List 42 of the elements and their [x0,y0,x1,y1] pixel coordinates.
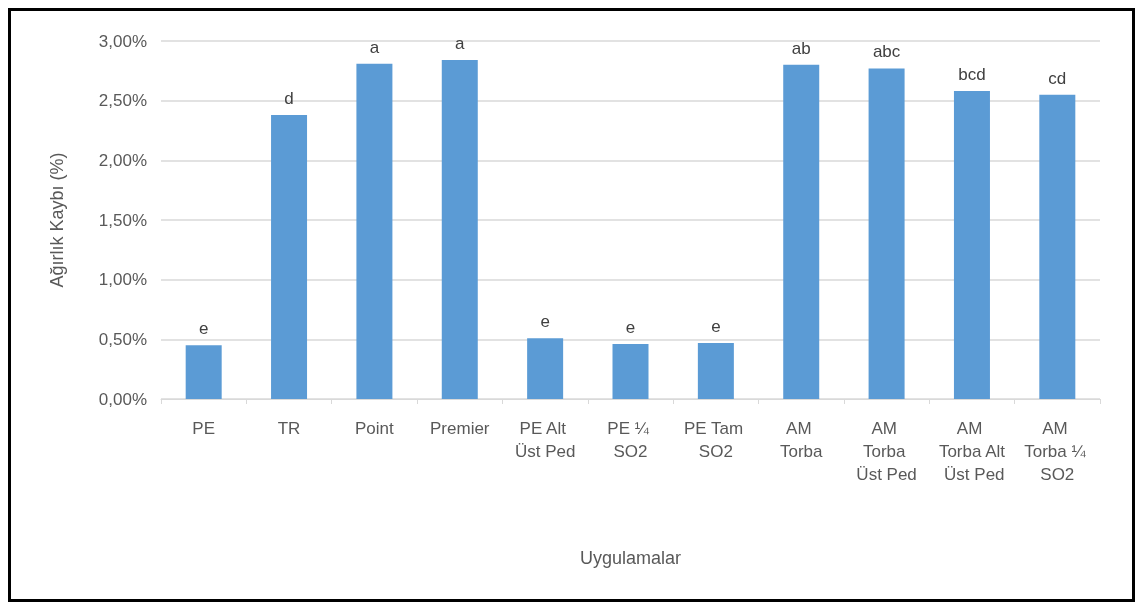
bar [783,64,820,399]
data-label: e [198,319,209,339]
y-tick-label: 2,00% [98,150,147,170]
bar [1039,94,1076,399]
data-label: e [540,312,550,332]
data-label: abc [872,42,901,62]
x-tick-label: PE [192,419,216,438]
data-label: a [369,37,380,57]
x-tick-label: AM Torba Üst Ped [856,419,917,484]
y-tick-label: 1,50% [98,210,147,230]
x-tick-label: Point [355,419,395,438]
y-tick-label: 0,00% [98,389,147,409]
x-tick-label: PE Tam SO2 [683,419,748,461]
bar [697,342,734,399]
x-tick-label: AM Torba [779,419,824,461]
bar [868,68,905,399]
data-label: ab [791,38,811,58]
data-label: e [625,318,636,338]
bar [185,345,222,399]
x-tick-label: PE ¼ SO2 [607,419,654,461]
x-tick-label: AM Torba Alt Üst Ped [938,419,1006,484]
data-label: a [455,34,466,54]
bar [527,338,564,399]
bar [953,91,990,399]
x-axis-title: Uygulamalar [579,548,682,568]
bar [441,60,478,399]
bar [356,63,393,399]
x-tick-label: TR [277,419,301,438]
y-tick-label: 1,00% [98,270,147,290]
y-tick-label: 2,50% [98,91,147,111]
data-label: d [284,88,294,108]
data-label: bcd [958,65,986,85]
bar [271,114,308,399]
x-tick-label: PE Alt Üst Ped [514,419,576,461]
bar [612,344,649,399]
data-label: cd [1048,68,1067,88]
y-axis-title: Ağırlık Kaybı (%) [47,152,67,288]
x-tick-label: AM Torba ¼ SO2 [1024,419,1091,484]
y-tick-label: 3,00% [98,31,147,51]
y-tick-label: 0,50% [98,329,147,349]
data-label: e [711,316,721,336]
x-tick-label: Premier [430,419,490,438]
